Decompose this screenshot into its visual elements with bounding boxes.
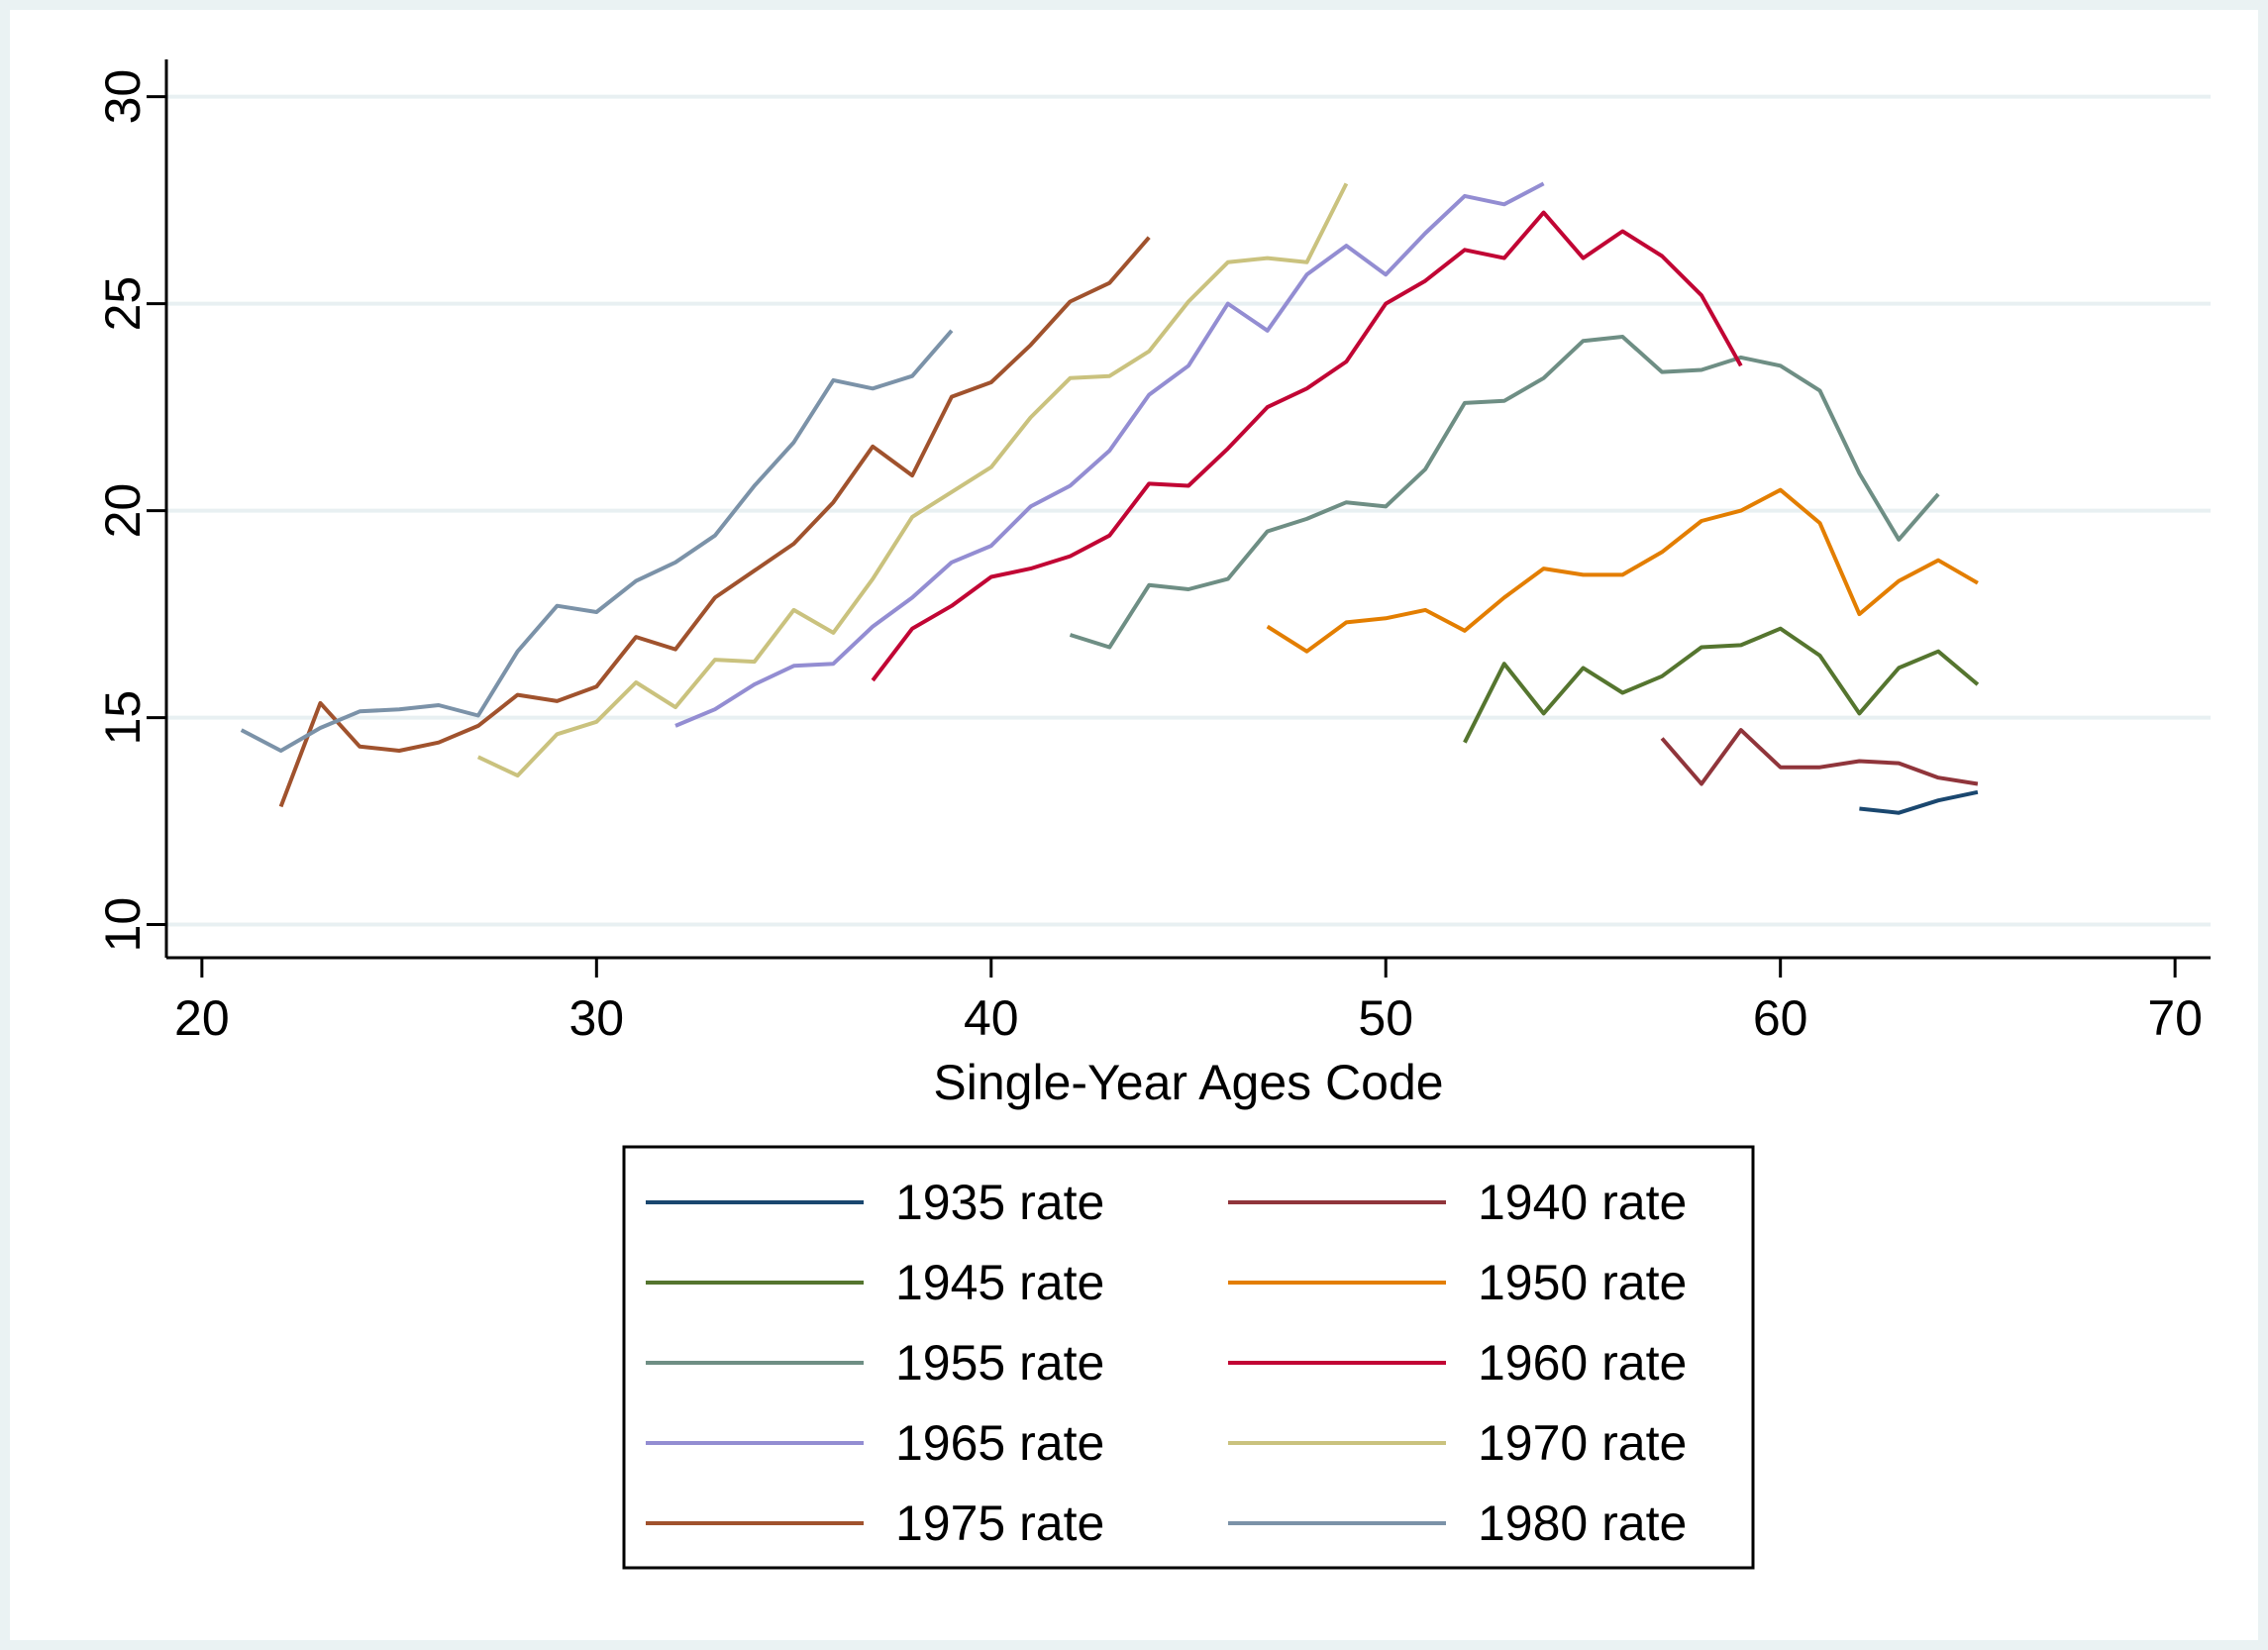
legend-items: 1935 rate 1940 rate 1945 rate 1950 rate 1955… <box>646 1175 1687 1551</box>
axes: 10 15 20 25 30 20 30 40 50 60 70 Single-Year Ages… <box>95 59 2211 1110</box>
series-line-1965-rate <box>674 181 1545 728</box>
legend-item-1960-rate: 1960 rate <box>1228 1335 1687 1391</box>
series-line-1935-rate <box>1859 789 1979 815</box>
legend: 1935 rate 1940 rate 1945 rate 1950 rate 1955… <box>622 1145 1755 1570</box>
series-lines <box>240 181 1980 815</box>
series-line-1945-rate <box>1463 626 1980 744</box>
legend-label-1950-rate: 1950 rate <box>1478 1255 1687 1310</box>
legend-label-1970-rate: 1970 rate <box>1478 1415 1687 1471</box>
legend-item-1945-rate: 1945 rate <box>646 1255 1104 1310</box>
legend-label-1945-rate: 1945 rate <box>895 1255 1104 1310</box>
x-tick-label-70: 70 <box>2147 990 2203 1046</box>
x-axis-title: Single-Year Ages Code <box>933 1055 1443 1110</box>
legend-item-1940-rate: 1940 rate <box>1228 1175 1687 1230</box>
legend-item-1980-rate: 1980 rate <box>1228 1495 1687 1551</box>
series-line-1960-rate <box>871 210 1743 682</box>
y-tick-label-10: 10 <box>95 897 151 953</box>
y-tick-label-25: 25 <box>95 276 151 332</box>
series-line-1970-rate <box>476 182 1349 778</box>
series-line-1940-rate <box>1660 728 1979 786</box>
legend-item-1935-rate: 1935 rate <box>646 1175 1104 1230</box>
x-tick-label-40: 40 <box>964 990 1019 1046</box>
legend-label-1960-rate: 1960 rate <box>1478 1335 1687 1391</box>
x-axis-ticks: 20 30 40 50 60 70 <box>174 958 2203 1046</box>
y-axis-ticks: 10 15 20 25 30 <box>95 69 166 953</box>
legend-label-1975-rate: 1975 rate <box>895 1495 1104 1551</box>
legend-item-1975-rate: 1975 rate <box>646 1495 1104 1551</box>
legend-item-1950-rate: 1950 rate <box>1228 1255 1687 1310</box>
series-line-1955-rate <box>1069 335 1940 650</box>
legend-item-1965-rate: 1965 rate <box>646 1415 1104 1471</box>
x-tick-label-50: 50 <box>1358 990 1413 1046</box>
y-tick-label-15: 15 <box>95 690 151 746</box>
x-tick-label-30: 30 <box>569 990 625 1046</box>
x-tick-label-20: 20 <box>174 990 230 1046</box>
legend-label-1955-rate: 1955 rate <box>895 1335 1104 1391</box>
legend-label-1935-rate: 1935 rate <box>895 1175 1104 1230</box>
legend-box <box>622 1145 1755 1570</box>
legend-label-1980-rate: 1980 rate <box>1478 1495 1687 1551</box>
y-tick-label-30: 30 <box>95 69 151 125</box>
legend-item-1955-rate: 1955 rate <box>646 1335 1104 1391</box>
legend-label-1940-rate: 1940 rate <box>1478 1175 1687 1230</box>
series-line-1975-rate <box>278 236 1151 808</box>
legend-label-1965-rate: 1965 rate <box>895 1415 1104 1471</box>
y-tick-label-20: 20 <box>95 483 151 539</box>
gridlines <box>166 94 2211 927</box>
series-line-1980-rate <box>240 329 954 753</box>
series-line-1950-rate <box>1266 487 1979 654</box>
legend-item-1970-rate: 1970 rate <box>1228 1415 1687 1471</box>
x-tick-label-60: 60 <box>1753 990 1808 1046</box>
